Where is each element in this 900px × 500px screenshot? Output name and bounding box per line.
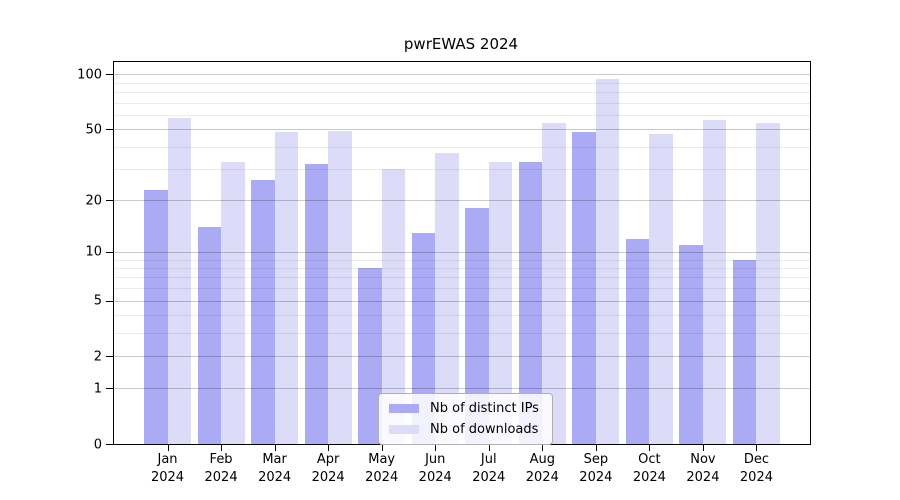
x-tick-label-dec: Dec 2024	[739, 452, 773, 485]
legend-label-downloads: Nb of downloads	[430, 422, 539, 437]
bar-distinct-ips-aug	[518, 161, 543, 444]
bar-distinct-ips-may	[358, 268, 382, 444]
x-tick-label-jul: Jul 2024	[472, 452, 506, 485]
x-tick-label-jun: Jun 2024	[418, 452, 452, 485]
y-tick-mark	[106, 388, 114, 390]
chart-title: pwrEWAS 2024	[403, 35, 519, 53]
bars-layer	[114, 62, 810, 444]
y-tick-label: 50	[85, 122, 102, 138]
bar-distinct-ips-sep	[572, 132, 596, 444]
legend: Nb of distinct IPs Nb of downloads	[378, 393, 553, 445]
y-tick-mark	[106, 200, 114, 202]
bar-downloads-feb	[221, 161, 245, 444]
plot-area: 0 1 2 5 10 20 50 100 Jan 2024 Feb 2024 Mar 2024 Apr 202…	[77, 61, 811, 485]
y-tick-label: 0	[93, 437, 102, 452]
bar-distinct-ips-jul	[465, 208, 489, 444]
bar-downloads-jan	[167, 117, 192, 444]
bar-distinct-ips-dec	[732, 259, 757, 444]
y-tick-label: 10	[85, 244, 102, 260]
axis-ticks-layer: 0 1 2 5 10 20 50 100 Jan 2024 Feb 2024 Mar 2024 Apr 202…	[77, 62, 810, 484]
x-tick-mark	[595, 444, 597, 451]
x-tick-mark	[542, 444, 544, 451]
y-tick-label: 1	[93, 381, 102, 397]
x-tick-label-aug: Aug 2024	[525, 452, 559, 485]
y-tick-label: 100	[77, 67, 102, 83]
y-tick-mark	[106, 129, 114, 131]
legend-item-downloads: Nb of downloads	[389, 422, 539, 437]
bar-downloads-dec	[756, 123, 780, 444]
bar-downloads-jun	[435, 152, 459, 444]
x-tick-label-mar: Mar 2024	[258, 452, 292, 485]
bar-distinct-ips-oct	[625, 238, 650, 444]
bar-downloads-mar	[274, 132, 299, 444]
legend-item-distinct-ips: Nb of distinct IPs	[389, 401, 539, 416]
x-tick-mark	[649, 444, 651, 451]
bar-downloads-apr	[328, 130, 352, 444]
bar-distinct-ips-mar	[251, 180, 275, 444]
bar-downloads-sep	[595, 79, 620, 444]
x-tick-mark	[702, 444, 704, 451]
x-tick-mark	[381, 444, 383, 451]
y-tick-label: 2	[93, 349, 102, 365]
y-tick-label: 20	[85, 193, 102, 209]
legend-label-distinct-ips: Nb of distinct IPs	[430, 401, 539, 416]
bar-downloads-nov	[702, 120, 727, 444]
y-tick-mark	[106, 356, 114, 358]
x-tick-label-may: May 2024	[365, 452, 399, 485]
x-tick-mark	[488, 444, 490, 451]
y-tick-mark	[106, 74, 114, 76]
x-tick-mark	[221, 444, 223, 451]
x-tick-label-apr: Apr 2024	[311, 452, 345, 485]
x-tick-mark	[274, 444, 276, 451]
bar-distinct-ips-jan	[144, 189, 168, 444]
y-tick-label: 5	[93, 293, 102, 309]
bar-downloads-oct	[649, 134, 673, 444]
x-tick-label-oct: Oct 2024	[632, 452, 666, 485]
legend-swatch-downloads	[389, 425, 419, 434]
x-tick-label-nov: Nov 2024	[686, 452, 720, 485]
bar-distinct-ips-feb	[197, 227, 222, 444]
y-tick-mark	[106, 444, 114, 445]
x-tick-label-jan: Jan 2024	[150, 452, 185, 485]
x-tick-mark	[328, 444, 330, 451]
y-tick-mark	[106, 251, 114, 253]
bar-downloads-jul	[488, 161, 513, 444]
bar-distinct-ips-jun	[411, 232, 436, 444]
y-tick-mark	[106, 300, 114, 302]
bar-downloads-aug	[542, 123, 566, 444]
x-tick-mark	[435, 444, 437, 451]
legend-swatch-distinct-ips	[389, 404, 419, 413]
bar-distinct-ips-nov	[679, 245, 703, 444]
bar-distinct-ips-apr	[304, 164, 329, 444]
bar-downloads-may	[381, 169, 406, 444]
x-tick-mark	[167, 444, 169, 451]
x-tick-mark	[756, 444, 758, 451]
x-tick-label-sep: Sep 2024	[579, 452, 613, 485]
x-tick-label-feb: Feb 2024	[204, 452, 238, 485]
